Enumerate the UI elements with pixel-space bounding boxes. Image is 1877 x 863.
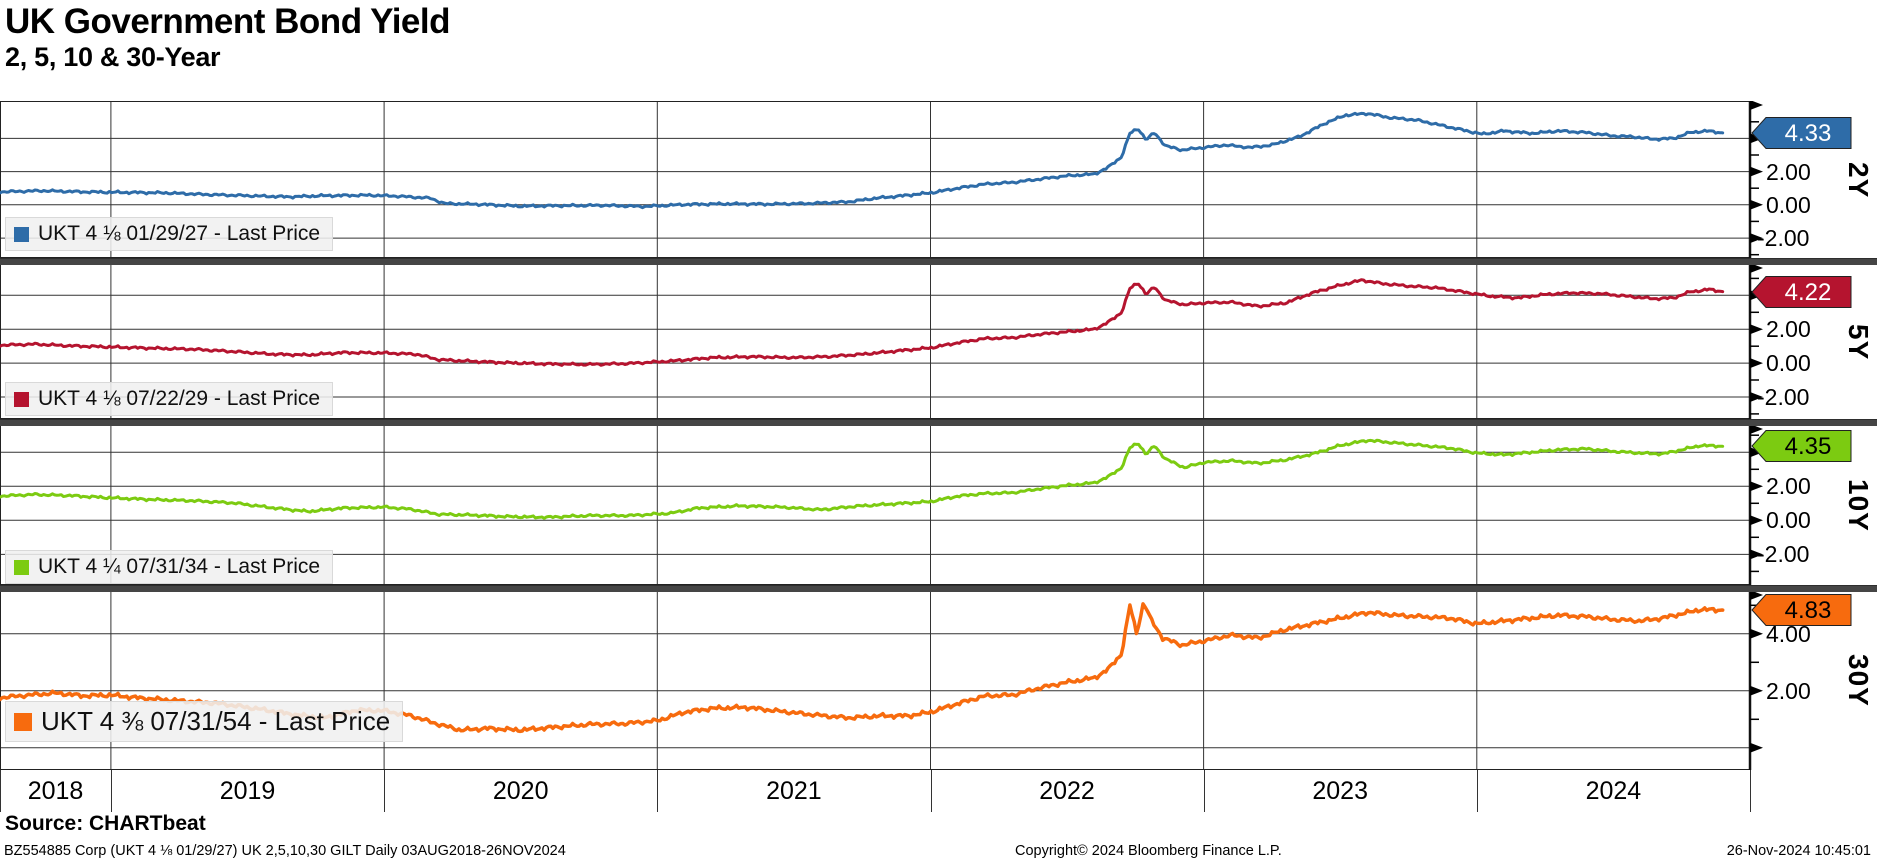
legend-2y[interactable]: UKT 4 ⅛ 01/29/27 - Last Price bbox=[5, 217, 334, 251]
y-tick-label-10y: 0.00 bbox=[1766, 507, 1811, 534]
legend-30y[interactable]: UKT 4 ⅜ 07/31/54 - Last Price bbox=[5, 701, 404, 742]
y-tick-label-2y: 2.00 bbox=[1766, 158, 1811, 185]
last-price-badge-10y[interactable]: 4.35 bbox=[1751, 429, 1855, 463]
legend-label-5y: UKT 4 ⅛ 07/22/29 - Last Price bbox=[38, 387, 321, 410]
axis-title-5y: 5Y bbox=[1843, 323, 1874, 360]
x-axis-separator bbox=[0, 770, 1, 812]
x-tick-label-2020: 2020 bbox=[492, 777, 549, 805]
y-tick-label-2y: 0.00 bbox=[1766, 191, 1811, 218]
axis-title-10y: 10Y bbox=[1843, 478, 1874, 532]
legend-swatch-10y bbox=[14, 559, 29, 575]
x-tick-label-2018: 2018 bbox=[27, 777, 84, 805]
y-tick-label-10y: 2.00 bbox=[1766, 473, 1811, 500]
x-tick-label-2023: 2023 bbox=[1312, 777, 1368, 805]
svg-text:4.33: 4.33 bbox=[1785, 120, 1832, 147]
plot-2y bbox=[0, 101, 1763, 258]
legend-label-2y: UKT 4 ⅛ 01/29/27 - Last Price bbox=[38, 222, 321, 245]
page-title: UK Government Bond Yield bbox=[5, 2, 451, 41]
footer-copyright: Copyright© 2024 Bloomberg Finance L.P. bbox=[1015, 843, 1282, 859]
legend-swatch-5y bbox=[14, 391, 29, 407]
last-price-badge-5y[interactable]: 4.22 bbox=[1751, 275, 1855, 309]
y-tick-label-5y: -2.00 bbox=[1757, 383, 1810, 410]
y-tick-label-10y: -2.00 bbox=[1757, 541, 1810, 568]
x-axis-separator bbox=[110, 770, 112, 812]
x-axis-separator bbox=[657, 770, 659, 812]
axis-title-2y: 2Y bbox=[1843, 161, 1874, 198]
last-price-badge-2y[interactable]: 4.33 bbox=[1751, 116, 1855, 150]
footer: BZ554885 Corp (UKT 4 ⅛ 01/29/27) UK 2,5,… bbox=[0, 843, 1877, 863]
legend-swatch-30y bbox=[14, 712, 32, 731]
svg-text:4.83: 4.83 bbox=[1785, 597, 1832, 624]
panel-5y: 2.00 0.00 -2.00 5Y 4.22 UKT 4 ⅛ 07/22/29 - La… bbox=[0, 264, 1877, 419]
y-tick-label-5y: 0.00 bbox=[1766, 350, 1811, 377]
axis-title-30y: 30Y bbox=[1843, 654, 1874, 707]
x-axis-separator bbox=[1203, 770, 1205, 812]
panel-separator-2 bbox=[0, 419, 1877, 426]
y-tick-label-5y: 2.00 bbox=[1766, 316, 1811, 343]
legend-10y[interactable]: UKT 4 ¼ 07/31/34 - Last Price bbox=[5, 550, 334, 584]
y-tick-label-30y: 2.00 bbox=[1766, 677, 1811, 704]
page-subtitle: 2, 5, 10 & 30-Year bbox=[5, 42, 221, 72]
panel-separator-1 bbox=[0, 258, 1877, 265]
panel-separator-3 bbox=[0, 585, 1877, 592]
x-axis-separator bbox=[384, 770, 386, 812]
x-axis-separator bbox=[1476, 770, 1478, 812]
series-line-5y bbox=[0, 278, 1725, 367]
panel-30y: 4.00 2.00 30Y 4.83 UKT 4 ⅜ 07/31/54 - Last P… bbox=[0, 591, 1877, 770]
legend-label-10y: UKT 4 ¼ 07/31/34 - Last Price bbox=[38, 555, 321, 578]
y-tick-label-2y: -2.00 bbox=[1757, 225, 1810, 252]
series-line-2y bbox=[0, 111, 1725, 210]
plot-30y bbox=[0, 591, 1763, 770]
x-axis-separator bbox=[1750, 770, 1751, 812]
x-tick-label-2022: 2022 bbox=[1039, 777, 1095, 805]
panel-10y: 2.00 0.00 -2.00 10Y 4.35 UKT 4 ¼ 07/31/34 - L… bbox=[0, 425, 1877, 585]
panel-2y: 2.00 0.00 -2.00 2Y 4.33 UKT 4 ⅛ 01/29/27 - La… bbox=[0, 101, 1877, 258]
legend-swatch-2y bbox=[14, 226, 29, 242]
x-axis: 2018 2019 2020 2021 2022 2023 2024 bbox=[0, 770, 1877, 812]
svg-text:4.22: 4.22 bbox=[1785, 279, 1832, 306]
footer-security-info: BZ554885 Corp (UKT 4 ⅛ 01/29/27) UK 2,5,… bbox=[4, 843, 566, 859]
x-tick-label-2024: 2024 bbox=[1585, 777, 1642, 805]
series-line-10y bbox=[0, 438, 1725, 520]
footer-timestamp: 26-Nov-2024 10:45:01 bbox=[1726, 843, 1871, 859]
last-price-badge-30y[interactable]: 4.83 bbox=[1751, 593, 1855, 627]
svg-text:4.35: 4.35 bbox=[1785, 433, 1832, 460]
x-tick-label-2021: 2021 bbox=[766, 777, 822, 805]
legend-label-30y: UKT 4 ⅜ 07/31/54 - Last Price bbox=[41, 706, 391, 736]
legend-5y[interactable]: UKT 4 ⅛ 07/22/29 - Last Price bbox=[5, 382, 334, 416]
x-tick-label-2019: 2019 bbox=[219, 777, 276, 805]
source-label: Source: CHARTbeat bbox=[5, 812, 206, 835]
x-axis-separator bbox=[930, 770, 932, 812]
